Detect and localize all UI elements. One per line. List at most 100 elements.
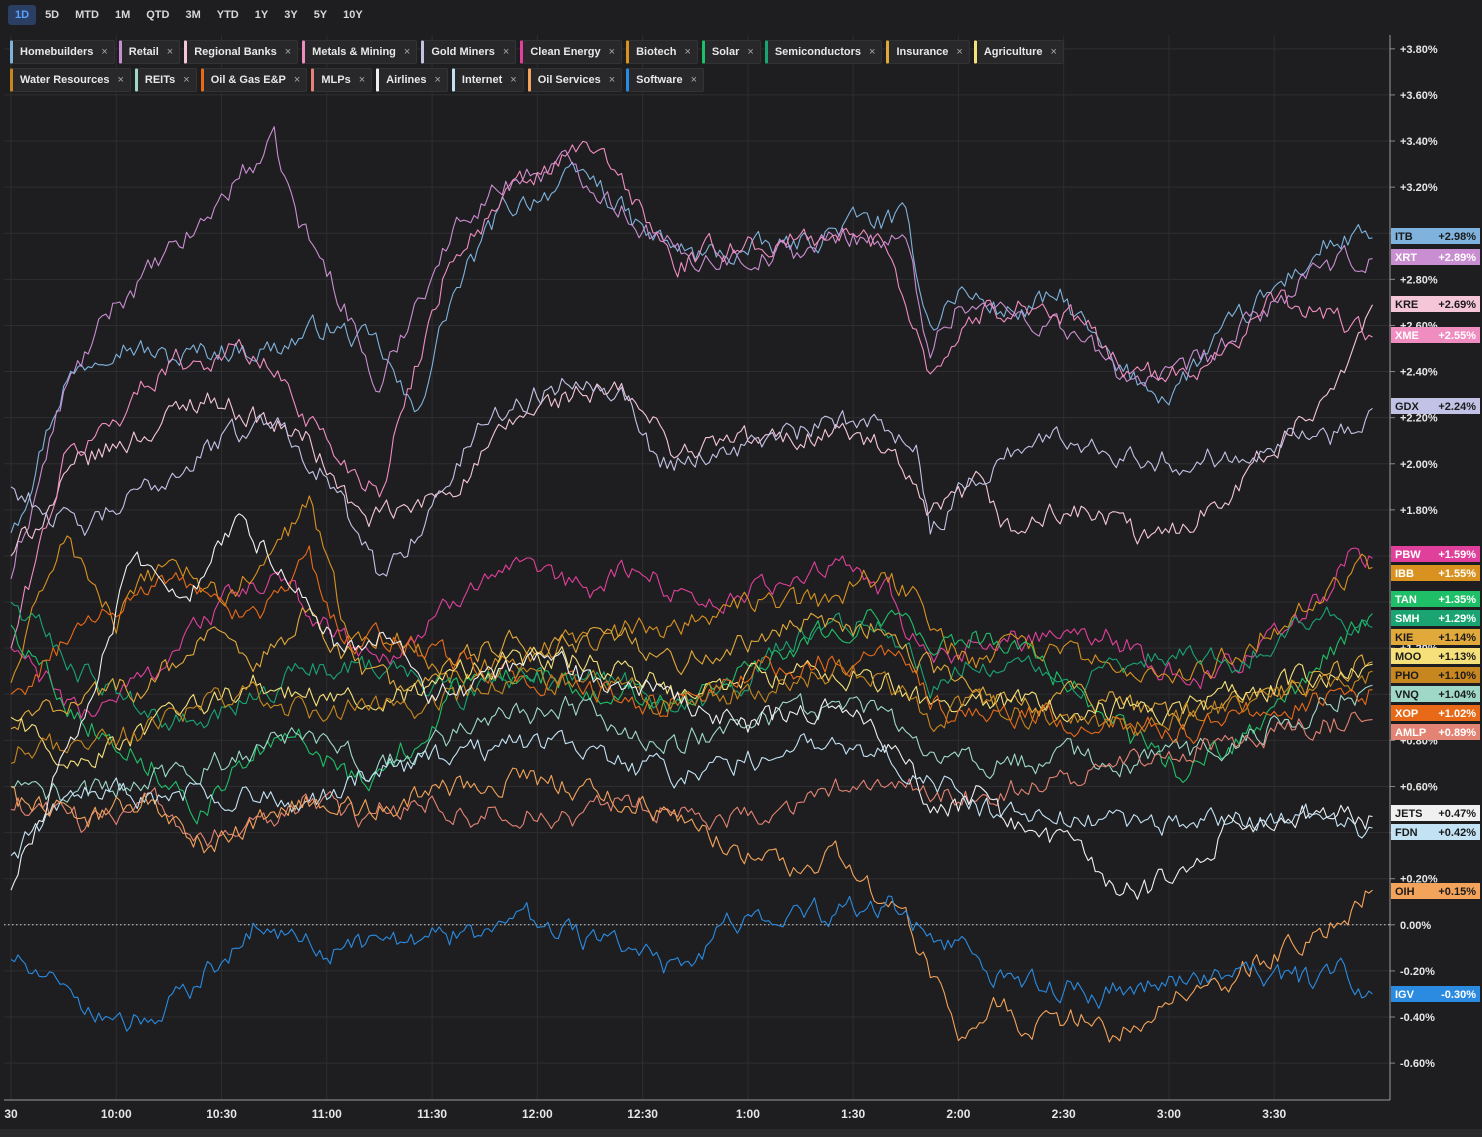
- x-tick-label: 1:30: [841, 1107, 865, 1121]
- horizontal-scrollbar[interactable]: [0, 1129, 1482, 1137]
- legend-label: Metals & Mining: [312, 46, 396, 58]
- legend-chip[interactable]: Solar ×: [701, 40, 761, 64]
- legend-chip[interactable]: Biotech ×: [626, 40, 698, 64]
- remove-series-icon[interactable]: ×: [166, 46, 174, 58]
- series-value: +1.02%: [1438, 708, 1476, 720]
- remove-series-icon[interactable]: ×: [684, 46, 691, 58]
- legend-label: Semiconductors: [774, 46, 862, 58]
- remove-series-icon[interactable]: ×: [869, 46, 876, 58]
- remove-series-icon[interactable]: ×: [747, 46, 754, 58]
- remove-series-icon[interactable]: ×: [101, 46, 108, 58]
- series-label-bg: [1391, 805, 1480, 821]
- range-selector: 1D 5D MTD 1M QTD 3M YTD 1Y 3Y 5Y 10Y: [0, 0, 370, 30]
- y-tick-label: +2.40%: [1400, 367, 1438, 379]
- y-tick-label: +3.60%: [1400, 90, 1438, 102]
- series-line-jets: [10, 513, 1373, 900]
- remove-series-icon[interactable]: ×: [434, 74, 441, 86]
- range-button-5d[interactable]: 5D: [45, 9, 60, 21]
- series-line-itb: [10, 161, 1373, 534]
- y-tick-label: +3.20%: [1400, 182, 1438, 194]
- series-label-bg: [1391, 546, 1480, 562]
- range-button-3y[interactable]: 3Y: [284, 9, 298, 21]
- series-line-gdx: [10, 377, 1373, 577]
- remove-series-icon[interactable]: ×: [502, 46, 510, 58]
- legend-label: Water Resources: [20, 74, 110, 86]
- legend-chip[interactable]: REITs ×: [134, 68, 197, 92]
- legend-chip[interactable]: Insurance ×: [886, 40, 970, 64]
- series-label-jets: JETS +0.47%: [1391, 805, 1480, 821]
- series-value: +1.55%: [1438, 568, 1476, 580]
- remove-series-icon[interactable]: ×: [358, 74, 366, 86]
- series-label-tan: TAN +1.35%: [1391, 591, 1480, 607]
- series-label-bg: [1391, 228, 1480, 244]
- series-value: +1.29%: [1438, 613, 1476, 625]
- legend-chip[interactable]: Retail ×: [118, 40, 181, 64]
- series-line-xop: [10, 545, 1373, 745]
- y-tick-label: +3.80%: [1400, 44, 1438, 56]
- series-ticker: JETS: [1395, 808, 1423, 820]
- remove-series-icon[interactable]: ×: [690, 74, 698, 86]
- y-tick-label: -0.60%: [1400, 1058, 1435, 1070]
- series-ticker: TAN: [1395, 594, 1417, 606]
- series-legend: Homebuilders × Retail × Regional Banks × Metal…: [10, 40, 1170, 92]
- series-ticker: PBW: [1395, 549, 1421, 561]
- series-ticker: KIE: [1395, 632, 1413, 644]
- series-value: +1.10%: [1438, 670, 1476, 682]
- remove-series-icon[interactable]: ×: [608, 74, 616, 86]
- legend-label: Insurance: [896, 46, 949, 58]
- remove-series-icon[interactable]: ×: [1050, 46, 1057, 58]
- series-ticker: PHO: [1395, 670, 1419, 682]
- x-tick-label: 11:00: [312, 1107, 342, 1121]
- remove-series-icon[interactable]: ×: [284, 46, 292, 58]
- legend-chip[interactable]: Oil & Gas E&P ×: [200, 68, 308, 92]
- series-ticker: OIH: [1395, 886, 1415, 898]
- range-button-1d[interactable]: 1D: [8, 5, 37, 25]
- series-value: +2.69%: [1438, 299, 1476, 311]
- remove-series-icon[interactable]: ×: [117, 74, 124, 86]
- series-ticker: ITB: [1395, 231, 1413, 243]
- legend-label: Agriculture: [983, 46, 1043, 58]
- range-button-1m[interactable]: 1M: [114, 9, 131, 21]
- series-label-xme: XME +2.55%: [1391, 327, 1480, 343]
- series-label-xrt: XRT +2.89%: [1391, 249, 1480, 265]
- x-tick-label: 12:30: [627, 1107, 658, 1121]
- series-line-smh: [10, 601, 1373, 731]
- range-button-10y[interactable]: 10Y: [343, 9, 363, 21]
- range-button-mtd[interactable]: MTD: [75, 9, 99, 21]
- series-value: +1.13%: [1438, 651, 1476, 663]
- range-button-3m[interactable]: 3M: [185, 9, 201, 21]
- legend-chip[interactable]: Agriculture ×: [973, 40, 1064, 64]
- legend-chip[interactable]: Software ×: [626, 68, 705, 92]
- remove-series-icon[interactable]: ×: [403, 46, 411, 58]
- range-button-5y[interactable]: 5Y: [313, 9, 328, 21]
- legend-chip[interactable]: Metals & Mining ×: [302, 40, 418, 64]
- remove-series-icon[interactable]: ×: [293, 74, 301, 86]
- remove-series-icon[interactable]: ×: [608, 46, 616, 58]
- legend-chip[interactable]: Clean Energy ×: [520, 40, 623, 64]
- remove-series-icon[interactable]: ×: [956, 46, 963, 58]
- legend-chip[interactable]: Semiconductors ×: [764, 40, 883, 64]
- series-label-xop: XOP +1.02%: [1391, 705, 1480, 721]
- x-tick-label: 10:30: [206, 1107, 237, 1121]
- legend-chip[interactable]: Internet ×: [451, 68, 524, 92]
- series-line-igv: [10, 895, 1373, 1032]
- range-button-ytd[interactable]: YTD: [216, 9, 239, 21]
- legend-chip[interactable]: Gold Miners ×: [421, 40, 517, 64]
- remove-series-icon[interactable]: ×: [510, 74, 517, 86]
- series-value: +1.35%: [1438, 594, 1476, 606]
- series-value: +0.15%: [1438, 886, 1476, 898]
- legend-chip[interactable]: Regional Banks ×: [184, 40, 299, 64]
- legend-chip[interactable]: Oil Services ×: [527, 68, 623, 92]
- legend-chip[interactable]: Homebuilders ×: [10, 40, 115, 64]
- legend-chip[interactable]: MLPs ×: [311, 68, 373, 92]
- legend-chip[interactable]: Water Resources ×: [10, 68, 131, 92]
- range-button-1y[interactable]: 1Y: [254, 9, 269, 21]
- grid: [4, 35, 1390, 1100]
- y-tick-label: +0.20%: [1400, 874, 1438, 886]
- remove-series-icon[interactable]: ×: [183, 74, 190, 86]
- range-button-qtd[interactable]: QTD: [146, 9, 170, 21]
- legend-chip[interactable]: Airlines ×: [376, 68, 448, 92]
- series-line-xme: [10, 140, 1373, 649]
- legend-label: Solar: [711, 46, 740, 58]
